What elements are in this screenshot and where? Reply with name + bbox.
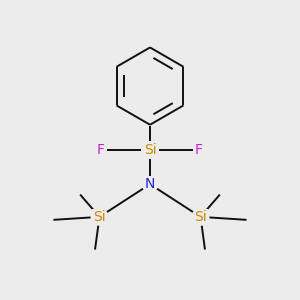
- Text: Si: Si: [93, 210, 106, 224]
- Text: F: F: [195, 143, 203, 157]
- Text: F: F: [97, 143, 105, 157]
- Text: Si: Si: [194, 210, 207, 224]
- Text: N: N: [145, 177, 155, 191]
- Text: Si: Si: [144, 143, 156, 157]
